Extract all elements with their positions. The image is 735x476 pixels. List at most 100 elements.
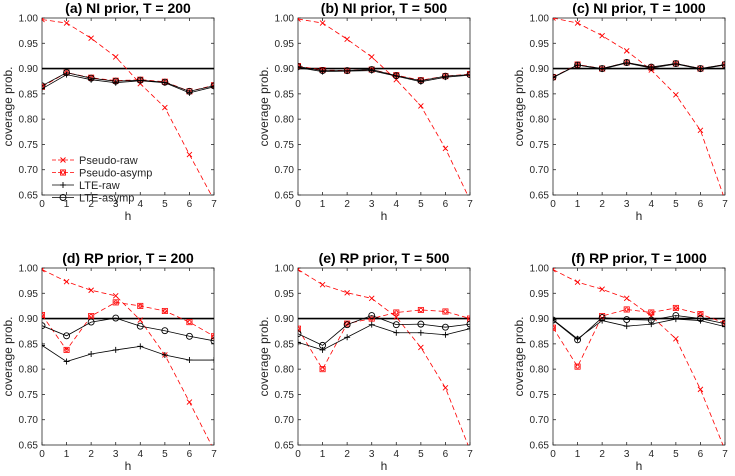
- x-tick-label: 3: [624, 449, 630, 460]
- point-pseudo-asymp-dot: [468, 316, 470, 321]
- point-lte-raw: [672, 316, 679, 323]
- y-axis-label: coverage prob.: [257, 66, 271, 146]
- point-lte-raw: [112, 346, 119, 353]
- point-pseudo-raw: [344, 289, 350, 296]
- y-tick-label: 0.95: [530, 289, 550, 300]
- point-pseudo-asymp: [623, 306, 630, 313]
- point-lte-asymp: [598, 65, 606, 73]
- y-tick-label: 0.80: [19, 115, 39, 126]
- point-pseudo-raw: [697, 127, 704, 134]
- panel-0: (a) NI prior, T = 200 0.65 0.70 0.75 0.80 0.8…: [1, 0, 217, 223]
- point-lte-asymp: [210, 82, 214, 90]
- x-tick-label: 2: [344, 449, 350, 460]
- point-pseudo-asymp-square: [574, 363, 581, 370]
- legend-marker: [60, 157, 66, 163]
- y-tick-label: 0.80: [275, 365, 295, 376]
- x-axis-label: h: [125, 459, 132, 473]
- series-line-pseudo-asymp: [298, 309, 470, 370]
- series-line-pseudo-asymp: [553, 307, 725, 368]
- panel-1: (b) NI prior, T = 500 0.65 0.70 0.75 0.80 0.8…: [257, 0, 473, 223]
- point-lte-raw: [722, 323, 725, 330]
- x-tick-label: 0: [39, 199, 45, 210]
- axes-box: [552, 267, 726, 446]
- y-tick-label: 0.65: [275, 441, 295, 452]
- x-tick-label: 4: [394, 199, 400, 210]
- point-lte-asymp: [441, 323, 449, 331]
- point-pseudo-asymp: [393, 309, 400, 316]
- x-tick-label: 4: [649, 449, 655, 460]
- point-pseudo-raw: [418, 344, 424, 351]
- x-tick-label: 7: [722, 449, 728, 460]
- point-lte-asymp: [112, 314, 120, 322]
- y-tick-label: 0.65: [275, 191, 295, 202]
- x-tick-label: 7: [722, 199, 728, 210]
- x-tick-label: 0: [550, 199, 556, 210]
- point-pseudo-asymp: [88, 313, 95, 320]
- y-tick-label: 0.80: [530, 365, 550, 376]
- point-lte-raw: [553, 74, 556, 81]
- point-pseudo-asymp: [553, 324, 557, 331]
- point-pseudo-asymp-dot: [113, 300, 118, 305]
- x-tick-label: 5: [673, 449, 679, 460]
- y-tick-label: 0.75: [19, 390, 39, 401]
- y-axis-label: coverage prob.: [512, 316, 526, 396]
- y-tick-label: 0.70: [275, 415, 295, 426]
- panel-title: (d) RP prior, T = 200: [62, 250, 194, 266]
- point-lte-raw: [186, 89, 193, 96]
- point-pseudo-raw: [298, 268, 301, 273]
- point-pseudo-asymp-square: [697, 311, 704, 318]
- series-line-lte-asymp: [553, 62, 725, 78]
- x-axis-label: h: [381, 459, 388, 473]
- point-lte-raw: [648, 321, 655, 328]
- panel-title: (c) NI prior, T = 1000: [572, 0, 706, 16]
- y-axis-label: coverage prob.: [257, 316, 271, 396]
- point-pseudo-asymp-square: [417, 306, 424, 313]
- point-pseudo-asymp-dot: [443, 309, 448, 314]
- point-lte-asymp: [696, 65, 704, 73]
- point-lte-raw: [112, 79, 119, 86]
- point-pseudo-asymp-square: [210, 333, 214, 340]
- point-lte-raw: [88, 76, 95, 83]
- point-lte-asymp: [42, 322, 46, 330]
- point-lte-asymp: [161, 78, 169, 86]
- point-lte-asymp: [623, 59, 631, 66]
- point-lte-asymp: [466, 320, 470, 328]
- y-tick-label: 0.80: [19, 365, 39, 376]
- point-pseudo-asymp: [63, 346, 70, 353]
- axes-box: [552, 17, 726, 196]
- x-tick-label: 2: [88, 199, 94, 210]
- x-axis-label: h: [636, 459, 643, 473]
- point-pseudo-asymp-square: [112, 299, 119, 306]
- legend-label: Pseudo-asymp: [79, 168, 152, 180]
- series-group: [42, 18, 214, 195]
- point-pseudo-asymp-square: [186, 319, 193, 326]
- point-pseudo-asymp: [161, 307, 168, 314]
- x-tick-label: 0: [39, 449, 45, 460]
- panel-title: (b) NI prior, T = 500: [321, 0, 448, 16]
- point-lte-raw: [63, 358, 70, 365]
- y-tick-label: 0.95: [19, 289, 39, 300]
- y-tick-label: 0.65: [530, 441, 550, 452]
- x-tick-label: 6: [443, 449, 449, 460]
- point-lte-asymp: [343, 67, 351, 75]
- point-lte-raw: [697, 66, 704, 73]
- point-pseudo-asymp-dot: [298, 64, 300, 69]
- point-pseudo-raw: [88, 287, 94, 294]
- series-line-lte-asymp: [42, 72, 214, 92]
- point-lte-asymp: [392, 321, 400, 329]
- x-tick-label: 0: [550, 449, 556, 460]
- x-tick-label: 4: [138, 199, 144, 210]
- point-pseudo-asymp: [442, 308, 449, 315]
- y-tick-label: 0.80: [530, 115, 550, 126]
- point-pseudo-asymp-dot: [394, 310, 399, 315]
- point-pseudo-raw: [344, 36, 350, 43]
- point-pseudo-asymp-square: [442, 308, 449, 315]
- point-lte-asymp: [647, 63, 655, 71]
- panel-5: (f) RP prior, T = 1000 0.65 0.70 0.75 0.80 0.…: [512, 250, 728, 473]
- x-tick-label: 6: [698, 199, 704, 210]
- point-pseudo-raw: [599, 286, 605, 293]
- series-line-pseudo-raw: [553, 269, 724, 445]
- point-pseudo-asymp-dot: [42, 313, 44, 318]
- point-lte-asymp: [136, 76, 144, 84]
